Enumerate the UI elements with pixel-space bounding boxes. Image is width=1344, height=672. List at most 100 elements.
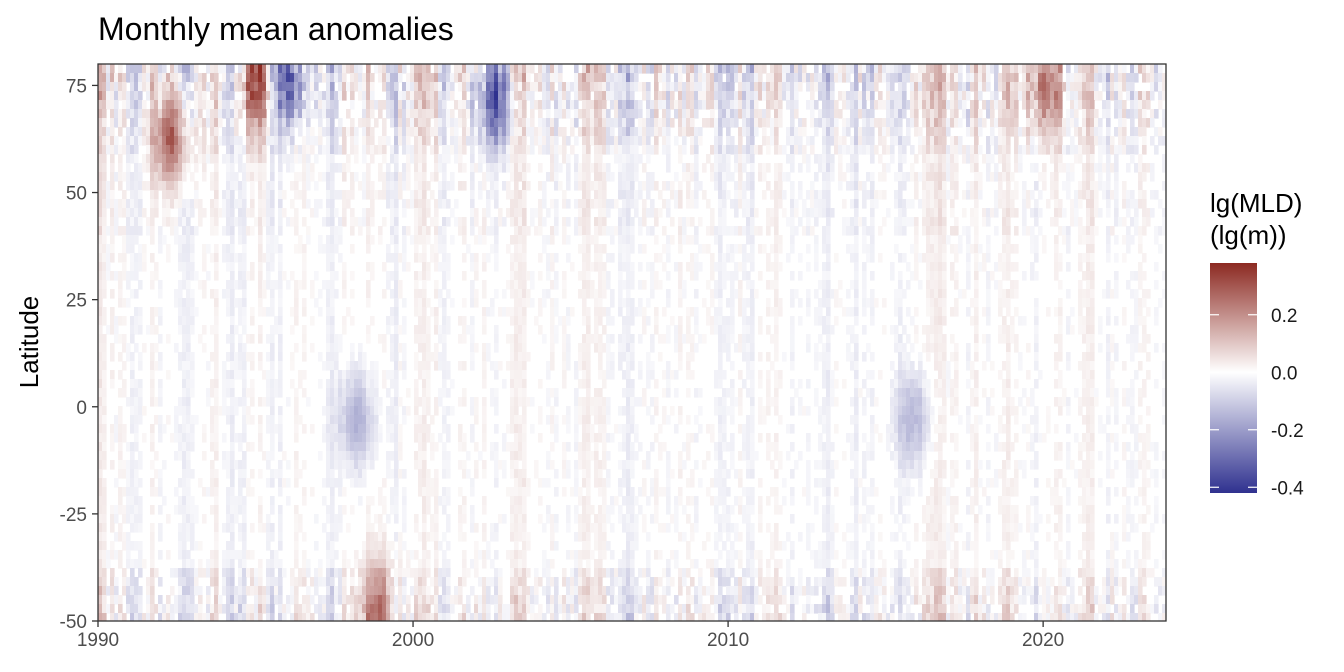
heat-cell [254,145,259,155]
heat-cell [230,172,235,182]
heat-cell [534,136,539,146]
heat-cell [566,91,571,101]
heat-cell [266,253,271,263]
heat-cell [1006,190,1011,200]
heat-cell [958,82,963,92]
heat-cell [954,181,959,191]
heat-cell [202,289,207,299]
heat-cell [1010,208,1015,218]
heat-cell [558,127,563,137]
heat-cell [630,271,635,281]
heat-cell [850,64,855,74]
heat-cell [382,289,387,299]
heat-cell [862,190,867,200]
heat-cell [1162,154,1166,164]
heat-cell [394,73,399,83]
heat-cell [1094,109,1099,119]
heat-cell [1154,226,1159,236]
heat-cell [634,145,639,155]
heat-cell [610,145,615,155]
heat-cell [1086,235,1091,245]
heat-cell [386,136,391,146]
heat-cell [542,289,547,299]
heat-cell [794,109,799,119]
heat-cell [842,226,847,236]
heat-cell [974,307,979,317]
heat-cell [314,271,319,281]
heat-cell [874,82,879,92]
heat-cell [626,64,631,74]
heat-cell [154,82,159,92]
heat-cell [566,253,571,263]
heat-cell [930,163,935,173]
heat-cell [730,298,735,308]
heat-cell [542,100,547,110]
heat-cell [126,136,131,146]
heat-cell [258,127,263,137]
heat-cell [878,118,883,128]
heat-cell [894,298,899,308]
heat-cell [1026,127,1031,137]
heat-cell [230,91,235,101]
heat-cell [1114,145,1119,155]
heat-cell [438,262,443,272]
heat-cell [206,100,211,110]
heat-cell [982,118,987,128]
heat-cell [846,181,851,191]
heat-cell [638,181,643,191]
heat-cell [618,262,623,272]
heat-cell [382,127,387,137]
heat-cell [554,208,559,218]
heat-cell [470,190,475,200]
heat-cell [138,208,143,218]
heat-cell [326,190,331,200]
heat-cell [302,64,307,74]
heat-cell [1006,163,1011,173]
heat-cell [490,100,495,110]
heat-cell [990,271,995,281]
heat-cell [738,91,743,101]
heat-cell [750,154,755,164]
heat-cell [418,235,423,245]
heat-cell [1054,172,1059,182]
heat-cell [754,91,759,101]
heat-cell [934,100,939,110]
heat-cell [582,154,587,164]
heat-cell [202,163,207,173]
heat-cell [470,109,475,119]
heat-cell [1074,154,1079,164]
heat-cell [586,64,591,74]
heat-cell [526,118,531,128]
heat-cell [890,82,895,92]
heat-cell [254,109,259,119]
heat-cell [258,226,263,236]
heat-cell [346,307,351,317]
heat-cell [150,109,155,119]
heat-cell [870,307,875,317]
heat-cell [382,82,387,92]
heat-cell [102,208,107,218]
heat-cell [394,253,399,263]
heat-cell [378,109,383,119]
heat-cell [258,280,263,290]
heat-cell [538,298,543,308]
heat-cell [734,199,739,209]
heat-cell [794,289,799,299]
heat-cell [130,82,135,92]
heat-cell [1034,82,1039,92]
heat-cell [1130,109,1135,119]
heat-cell [230,163,235,173]
heat-cell [1138,298,1143,308]
heat-cell [646,127,651,137]
heat-cell [182,118,187,128]
heat-cell [514,91,519,101]
heat-cell [762,136,767,146]
heat-cell [630,136,635,146]
heat-cell [262,280,267,290]
heat-cell [518,64,523,74]
heat-cell [518,253,523,263]
heat-cell [446,154,451,164]
heat-cell [710,73,715,83]
heat-cell [558,91,563,101]
heat-cell [682,109,687,119]
